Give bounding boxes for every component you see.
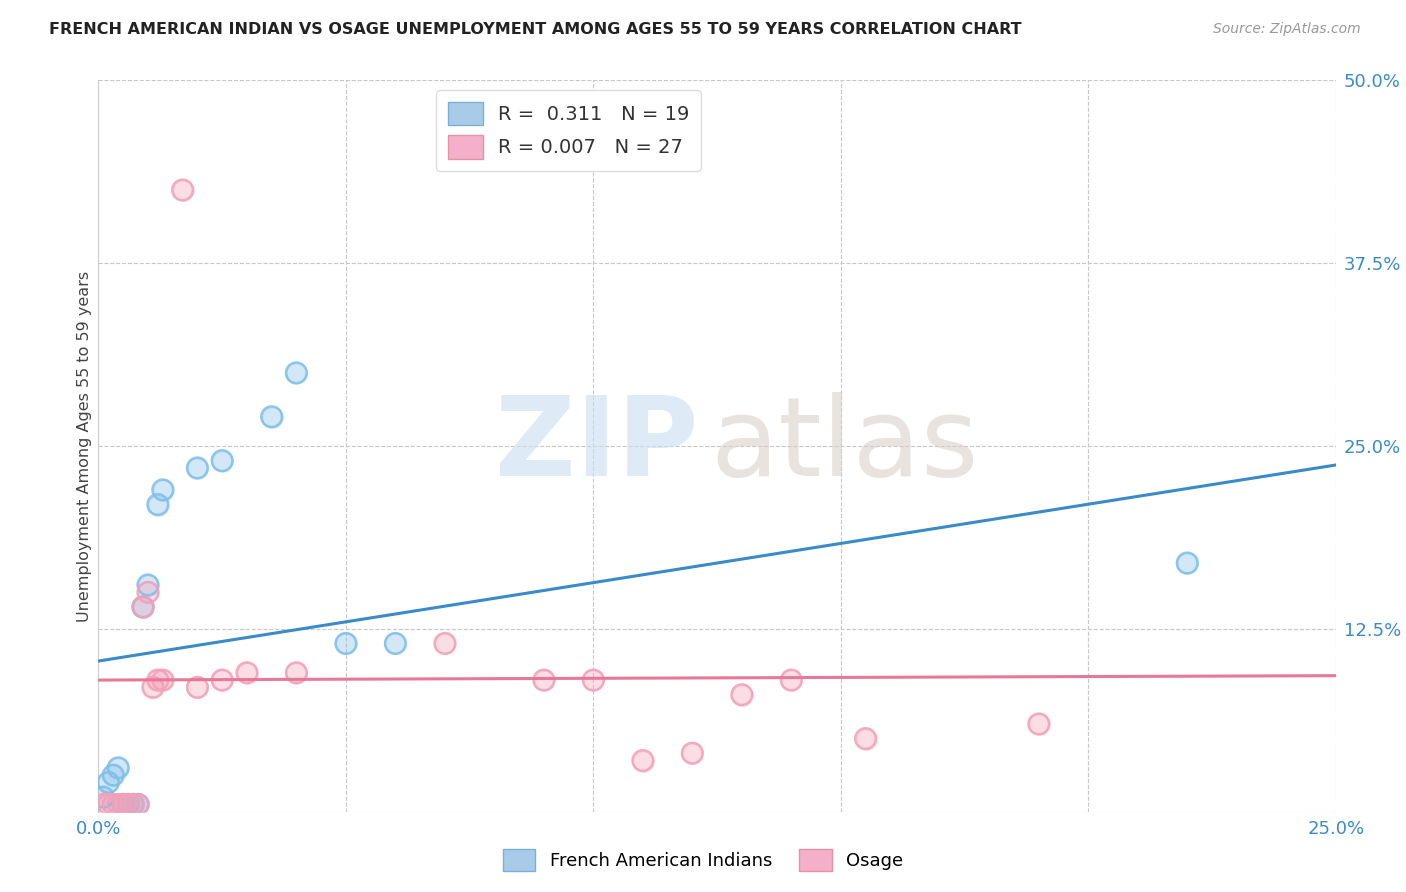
Point <box>211 453 233 467</box>
Point <box>122 797 145 812</box>
Point <box>117 797 139 812</box>
Point <box>103 797 125 812</box>
Point <box>112 797 135 812</box>
Point <box>132 599 155 614</box>
Point <box>127 797 149 812</box>
Text: atlas: atlas <box>711 392 980 500</box>
Text: Source: ZipAtlas.com: Source: ZipAtlas.com <box>1213 22 1361 37</box>
Point <box>533 673 555 687</box>
Point <box>136 578 159 592</box>
Point <box>103 768 125 782</box>
Point <box>236 665 259 680</box>
Point <box>132 599 155 614</box>
Point <box>97 775 120 789</box>
Y-axis label: Unemployment Among Ages 55 to 59 years: Unemployment Among Ages 55 to 59 years <box>77 270 91 622</box>
Point <box>136 578 159 592</box>
Point <box>103 797 125 812</box>
Point <box>335 636 357 650</box>
Point <box>1175 556 1198 570</box>
Point <box>122 797 145 812</box>
Point <box>146 673 169 687</box>
Point <box>186 681 208 695</box>
Point <box>142 681 165 695</box>
Point <box>112 797 135 812</box>
Point <box>731 688 754 702</box>
Point <box>107 797 129 812</box>
Point <box>117 797 139 812</box>
Point <box>107 761 129 775</box>
Point <box>533 673 555 687</box>
Point <box>112 797 135 812</box>
Point <box>146 498 169 512</box>
Point <box>136 585 159 599</box>
Point <box>1028 717 1050 731</box>
Point <box>433 636 456 650</box>
Point <box>681 746 703 760</box>
Point <box>582 673 605 687</box>
Point <box>855 731 877 746</box>
Point <box>107 761 129 775</box>
Point <box>146 673 169 687</box>
Legend: R =  0.311   N = 19, R = 0.007   N = 27: R = 0.311 N = 19, R = 0.007 N = 27 <box>436 90 702 170</box>
Point <box>285 366 308 380</box>
Point <box>433 636 456 650</box>
Point <box>384 636 406 650</box>
Point <box>384 636 406 650</box>
Point <box>136 585 159 599</box>
Point <box>97 775 120 789</box>
Point <box>112 797 135 812</box>
Point <box>1028 717 1050 731</box>
Point <box>211 673 233 687</box>
Point <box>582 673 605 687</box>
Point <box>211 453 233 467</box>
Text: ZIP: ZIP <box>495 392 699 500</box>
Point <box>152 483 174 497</box>
Point <box>172 183 194 197</box>
Point <box>152 673 174 687</box>
Point <box>132 599 155 614</box>
Point <box>132 599 155 614</box>
Point <box>186 681 208 695</box>
Point <box>1175 556 1198 570</box>
Point <box>117 797 139 812</box>
Point <box>93 790 115 805</box>
Point <box>731 688 754 702</box>
Point <box>117 797 139 812</box>
Point <box>285 665 308 680</box>
Text: FRENCH AMERICAN INDIAN VS OSAGE UNEMPLOYMENT AMONG AGES 55 TO 59 YEARS CORRELATI: FRENCH AMERICAN INDIAN VS OSAGE UNEMPLOY… <box>49 22 1022 37</box>
Point <box>211 673 233 687</box>
Point <box>122 797 145 812</box>
Point <box>152 673 174 687</box>
Point <box>260 409 283 424</box>
Point <box>285 366 308 380</box>
Point <box>97 797 120 812</box>
Point <box>97 797 120 812</box>
Point <box>172 183 194 197</box>
Point <box>260 409 283 424</box>
Legend: French American Indians, Osage: French American Indians, Osage <box>495 842 911 879</box>
Point <box>335 636 357 650</box>
Point <box>236 665 259 680</box>
Point <box>152 483 174 497</box>
Point <box>631 754 654 768</box>
Point <box>142 681 165 695</box>
Point <box>855 731 877 746</box>
Point <box>631 754 654 768</box>
Point <box>780 673 803 687</box>
Point <box>780 673 803 687</box>
Point <box>186 461 208 475</box>
Point <box>681 746 703 760</box>
Point <box>127 797 149 812</box>
Point <box>186 461 208 475</box>
Point <box>93 790 115 805</box>
Point <box>285 665 308 680</box>
Point <box>107 797 129 812</box>
Point <box>146 498 169 512</box>
Point <box>103 768 125 782</box>
Point <box>93 797 115 812</box>
Point <box>93 797 115 812</box>
Point <box>127 797 149 812</box>
Point <box>127 797 149 812</box>
Point <box>122 797 145 812</box>
